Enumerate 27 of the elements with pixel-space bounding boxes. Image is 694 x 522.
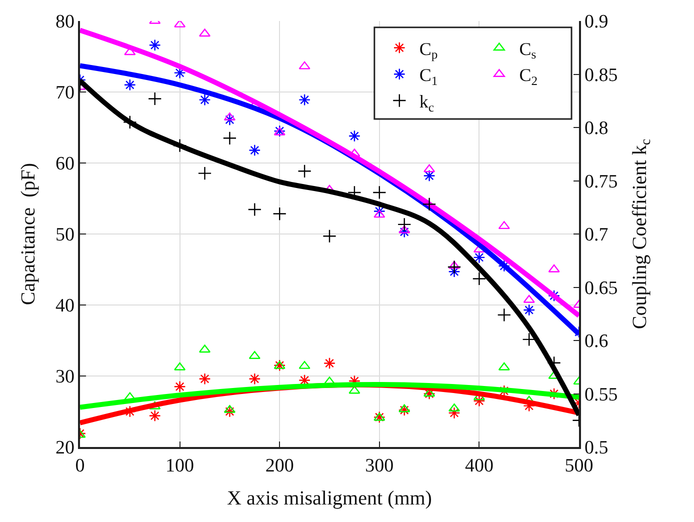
y2-tick-label: 0.75 [584,171,618,192]
y-tick-label: 50 [55,224,74,246]
y2-tick-label: 0.65 [584,278,618,299]
y2-tick-label: 0.8 [584,118,608,140]
y-tick-label: 20 [55,438,74,459]
y2-tick-label: 0.6 [584,331,608,352]
x-tick-label: 0 [75,456,85,477]
x-axis-title: X axis misaligment (mm) [227,488,432,510]
y2-tick-label: 0.9 [584,12,608,33]
legend-label: C$_{2}$ [519,65,538,88]
legend-label: C$_{s}$ [519,38,536,62]
y-tick-label: 70 [55,82,74,104]
y-tick-label: 60 [55,154,74,175]
legend-label: C$_{1}$ [419,65,438,88]
y-tick-label: 40 [55,296,74,317]
legend-label: k$_{c}$ [419,92,434,114]
y-tick-label: 30 [55,366,74,388]
x-tick-label: 300 [365,456,394,477]
y2-tick-label: 0.55 [584,384,618,406]
y2-tick-label: 0.85 [584,64,618,86]
x-tick-label: 200 [265,456,294,477]
legend-label: C$_{p}$ [419,38,438,62]
x-tick-label: 100 [166,456,194,477]
x-tick-label: 400 [464,456,494,477]
y2-tick-label: 0.7 [584,224,608,246]
y-tick-label: 80 [55,12,74,33]
y-axis-title: Capacitance (pF) [17,162,40,306]
